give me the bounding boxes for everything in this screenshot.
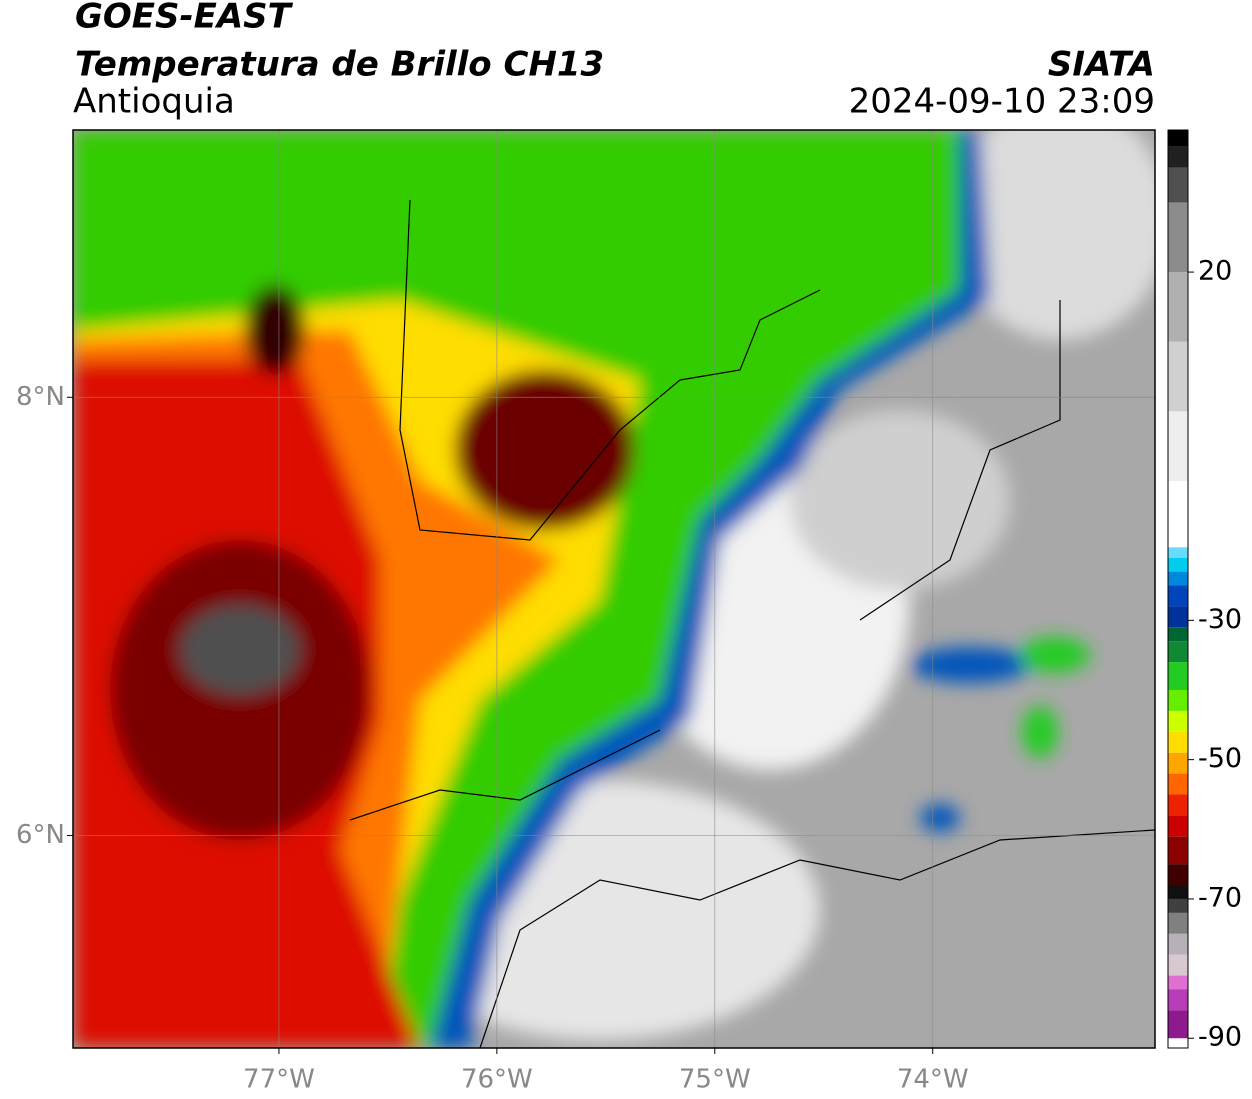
map-frame — [72, 129, 1156, 1049]
subtitle: Temperatura de Brillo CH13 — [75, 45, 604, 85]
colorbar-band — [1168, 547, 1188, 558]
y-tick-label: 8°N — [16, 382, 65, 412]
datetime: 2024-09-10 23:09 — [849, 82, 1155, 122]
cloud-field — [73, 130, 1155, 1048]
colorbar-band — [1168, 975, 1188, 990]
cloud — [910, 647, 1030, 683]
x-tick-label: 75°W — [679, 1065, 751, 1095]
title: GOES-EAST — [75, 0, 294, 37]
y-tick-label: 6°N — [16, 820, 65, 850]
colorbar-band — [1168, 689, 1188, 711]
colorbar-band — [1168, 898, 1188, 913]
satellite-image — [73, 130, 1155, 1048]
colorbar-band — [1168, 341, 1188, 412]
colorbar-band — [1168, 912, 1188, 934]
colorbar-band — [1168, 989, 1188, 1011]
colorbar-band — [1168, 710, 1188, 732]
colorbar-band — [1168, 1010, 1188, 1039]
colorbar-band — [1168, 557, 1188, 572]
cloud — [245, 285, 305, 375]
colorbar-band — [1168, 606, 1188, 628]
cloud — [1022, 706, 1058, 758]
colorbar-frame — [1167, 129, 1189, 1049]
cloud — [790, 410, 1010, 590]
cloud — [1020, 637, 1090, 673]
cloud — [920, 804, 960, 832]
colorbar-tick-label: -70 — [1198, 882, 1242, 913]
colorbar-band — [1168, 272, 1188, 342]
cloud — [950, 130, 1155, 340]
colorbar-band — [1168, 815, 1188, 837]
colorbar-band — [1168, 167, 1188, 203]
colorbar-tick-label: 20 — [1198, 256, 1232, 287]
colorbar-band — [1168, 731, 1188, 753]
colorbar-band — [1168, 752, 1188, 774]
colorbar-band — [1168, 481, 1188, 548]
border — [479, 829, 1155, 1048]
source: SIATA — [1048, 45, 1155, 85]
x-tick-label: 74°W — [897, 1065, 969, 1095]
border — [349, 729, 661, 821]
border — [859, 300, 1061, 621]
colorbar-band — [1168, 627, 1188, 642]
colorbar-tick-label: -30 — [1198, 604, 1242, 635]
colorbar-band — [1168, 202, 1188, 273]
colorbar-band — [1168, 130, 1188, 147]
cloud — [455, 370, 635, 530]
colorbar-tick-label: -50 — [1198, 743, 1242, 774]
region: Antioquia — [73, 82, 235, 122]
x-tick-label: 77°W — [243, 1065, 315, 1095]
colorbar-band — [1168, 1038, 1188, 1048]
cloud — [180, 605, 300, 695]
colorbar-band — [1168, 864, 1188, 886]
colorbar-band — [1168, 933, 1188, 955]
colorbar-band — [1168, 773, 1188, 795]
x-tick-label: 76°W — [461, 1065, 533, 1095]
border — [399, 199, 821, 541]
colorbar-band — [1168, 641, 1188, 663]
colorbar-band — [1168, 954, 1188, 976]
colorbar-band — [1168, 411, 1188, 482]
colorbar-band — [1168, 571, 1188, 586]
colorbar-band — [1168, 585, 1188, 607]
borders — [349, 199, 1155, 1048]
colorbar-band — [1168, 836, 1188, 865]
colorbar-band — [1168, 146, 1188, 168]
colorbar-band — [1168, 662, 1188, 690]
colorbar-band — [1168, 794, 1188, 816]
colorbar-tick-label: -90 — [1198, 1022, 1242, 1053]
colorbar-band — [1168, 885, 1188, 899]
